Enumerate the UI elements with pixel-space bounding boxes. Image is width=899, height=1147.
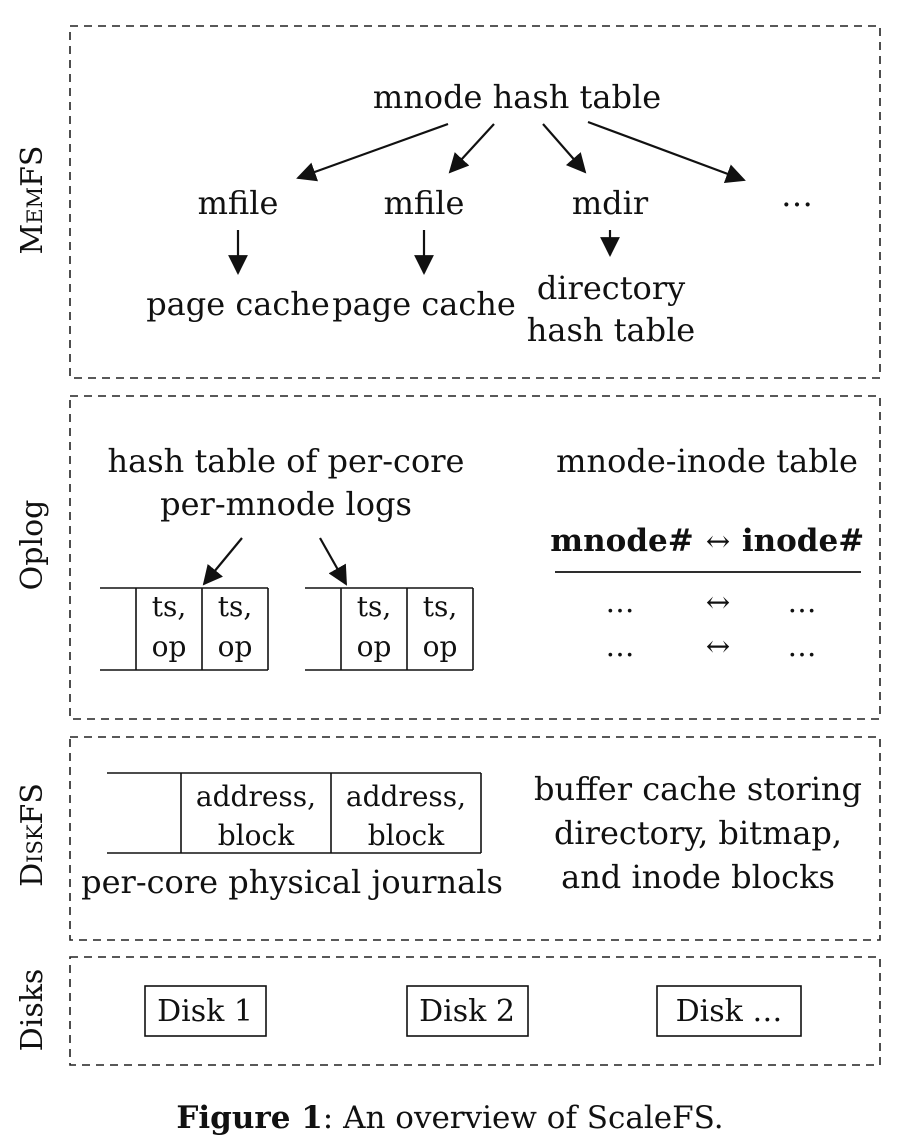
- more-nodes-ellipsis: …: [781, 176, 813, 214]
- buffer-cache-line1: buffer cache storing: [534, 770, 862, 808]
- table-header-inode: inode#: [742, 523, 864, 559]
- disk-more-label: Disk …: [676, 994, 783, 1029]
- log-1-entry-1-op: op: [152, 630, 187, 663]
- disk-more-box: [656, 985, 802, 1037]
- arrow-hash-to-more: [587, 120, 746, 184]
- disk-2-box: [406, 985, 529, 1037]
- disk-1-label: Disk 1: [157, 994, 253, 1029]
- log-2-entry-2-op: op: [423, 630, 458, 663]
- directory-hash-table-line1: directory: [537, 269, 685, 307]
- mnode-inode-table-title: mnode-inode table: [556, 442, 858, 480]
- directory-hash-table-line2: hash table: [527, 311, 695, 349]
- per-core-log-2: [305, 587, 474, 671]
- disks-box: [69, 956, 881, 1066]
- table-row-2-inode: …: [788, 629, 817, 663]
- disk-1-box: [144, 985, 267, 1037]
- table-row-1-mnode: …: [606, 585, 635, 619]
- table-header-mnode: mnode#: [550, 523, 693, 559]
- table-header-arrow: ↔: [706, 524, 730, 558]
- per-core-log-1: [100, 587, 269, 671]
- figure-caption: Figure 1: An overview of ScaleFS.: [176, 1100, 723, 1136]
- table-row-2-arrow: ↔: [706, 629, 730, 663]
- log-1-entry-1-ts: ts,: [152, 590, 187, 623]
- journal-entry-1-address: address,: [196, 780, 316, 813]
- disks-label: Disks: [15, 969, 50, 1052]
- per-core-logs-title-line2: per-mnode logs: [160, 485, 412, 523]
- oplog-box: [69, 395, 881, 720]
- figure-number: Figure 1: [176, 1100, 322, 1136]
- memfs-box: [69, 25, 881, 379]
- table-row-1-inode: …: [788, 585, 817, 619]
- log-2-entry-1-ts: ts,: [357, 590, 392, 623]
- arrow-hash-to-mdir: [542, 123, 587, 174]
- page-cache-1: page cache: [146, 285, 330, 323]
- arrow-hash-to-mfile-2: [448, 123, 495, 174]
- caption-text: : An overview of ScaleFS.: [323, 1100, 724, 1136]
- arrow-logs-to-log-1: [202, 537, 243, 586]
- table-row-1-arrow: ↔: [706, 585, 730, 619]
- journal-entry-2-block: block: [368, 819, 445, 852]
- log-1-entry-2-ts: ts,: [218, 590, 253, 623]
- diskfs-label: DiskFS: [15, 783, 50, 887]
- mdir-node: mdir: [572, 184, 649, 222]
- disk-2-label: Disk 2: [419, 994, 515, 1029]
- mfile-node-2: mfile: [384, 184, 465, 222]
- memfs-label: MemFS: [15, 146, 50, 255]
- log-2-entry-1-op: op: [357, 630, 392, 663]
- arrow-logs-to-log-2: [319, 537, 347, 586]
- journal-entry-1-block: block: [218, 819, 295, 852]
- buffer-cache-line3: and inode blocks: [561, 858, 835, 896]
- journal-entry-2-address: address,: [346, 780, 466, 813]
- mfile-node-1: mfile: [198, 184, 279, 222]
- arrow-hash-to-mfile-1: [296, 122, 449, 182]
- mnode-hash-table-label: mnode hash table: [373, 78, 661, 116]
- per-core-logs-title-line1: hash table of per-core: [108, 442, 465, 480]
- oplog-label: Oplog: [15, 500, 50, 591]
- table-row-2-mnode: …: [606, 629, 635, 663]
- log-2-entry-2-ts: ts,: [423, 590, 458, 623]
- buffer-cache-line2: directory, bitmap,: [554, 814, 842, 852]
- journals-caption: per-core physical journals: [81, 863, 503, 901]
- log-1-entry-2-op: op: [218, 630, 253, 663]
- diskfs-box: [69, 736, 881, 941]
- physical-journal: [107, 772, 482, 854]
- page-cache-2: page cache: [332, 285, 516, 323]
